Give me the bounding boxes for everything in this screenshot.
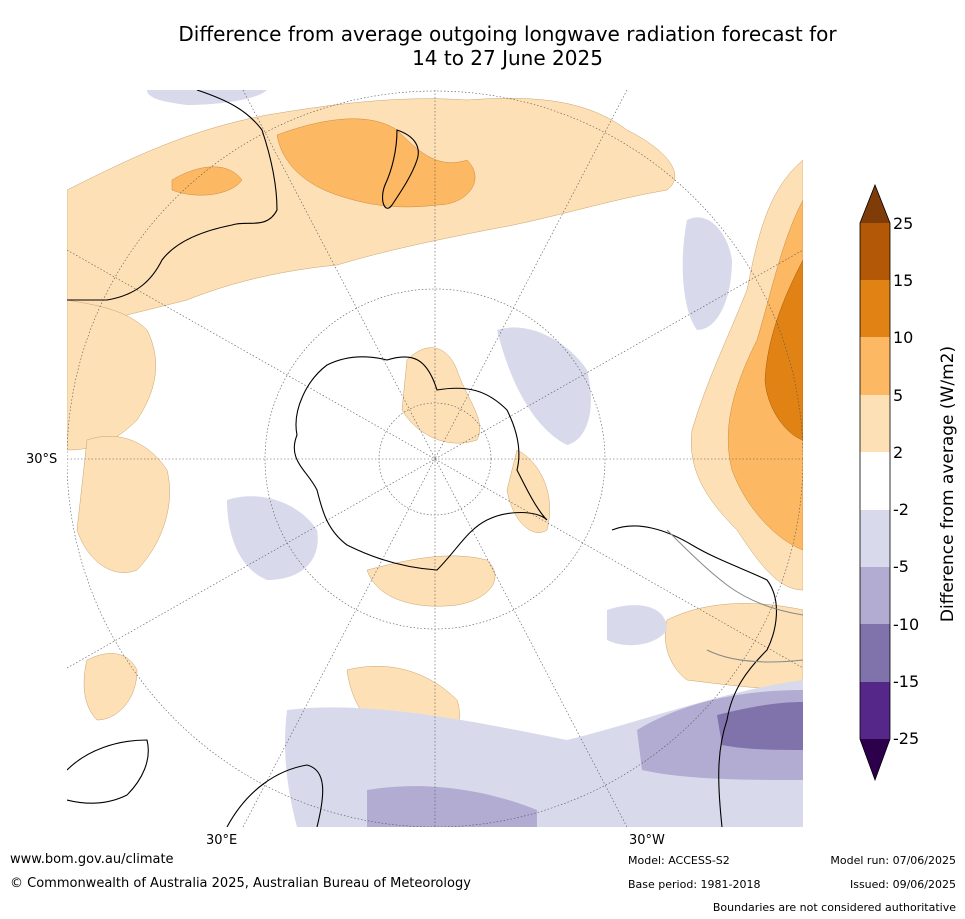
polar-map bbox=[67, 90, 803, 827]
colorbar-seg-neutral bbox=[860, 452, 890, 510]
colorbar-seg-m10-m5 bbox=[860, 567, 890, 624]
website-link[interactable]: www.bom.gov.au/climate bbox=[10, 852, 174, 867]
anomaly-2-5-se-coast bbox=[664, 603, 803, 691]
lat-label-30s: 30°S bbox=[26, 452, 58, 467]
colorbar-tick-m2: -2 bbox=[893, 500, 909, 519]
colorbar-tick-m15: -15 bbox=[893, 672, 920, 691]
colorbar-tick-m5: -5 bbox=[893, 557, 909, 576]
colorbar-seg-lt-m25 bbox=[860, 739, 890, 780]
negative-anomalies bbox=[147, 90, 803, 827]
colorbar bbox=[859, 183, 891, 782]
boundary-south-america bbox=[666, 529, 803, 616]
colorbar-seg-m15-m10 bbox=[860, 624, 890, 682]
model-run-text: Model run: 07/06/2025 bbox=[830, 854, 956, 867]
model-text: Model: ACCESS-S2 bbox=[628, 854, 730, 867]
colorbar-tick-m10: -10 bbox=[893, 615, 920, 634]
colorbar-seg-2-5 bbox=[860, 395, 890, 452]
africa-coast bbox=[67, 739, 149, 804]
meridian-line-5 bbox=[67, 249, 803, 669]
anomaly-2-5-south bbox=[366, 555, 496, 607]
anomaly-m2-m5-north bbox=[147, 90, 267, 105]
colorbar-seg-5-10 bbox=[860, 337, 890, 395]
new-zealand-coast bbox=[382, 129, 419, 209]
anomaly-2-5-antarctic-peninsula bbox=[401, 347, 480, 444]
colorbar-seg-m5-m2 bbox=[860, 510, 890, 567]
anomaly-m2-m5-ne bbox=[682, 217, 732, 330]
colorbar-seg-10-15 bbox=[860, 280, 890, 337]
anomaly-m2-m5-east-mid bbox=[497, 327, 591, 445]
anomaly-2-5-north bbox=[67, 98, 676, 331]
colorbar-tick-15: 15 bbox=[893, 271, 914, 290]
anomaly-m5-m10-south bbox=[367, 786, 537, 827]
anomaly-m10-m15-southeast bbox=[717, 702, 803, 750]
colorbar-tick-m25: -25 bbox=[893, 729, 920, 748]
colorbar-tick-2: 2 bbox=[893, 443, 904, 462]
positive-anomalies bbox=[67, 98, 803, 751]
meridian-line-6 bbox=[67, 249, 803, 669]
lon-label-30w: 30°W bbox=[629, 833, 665, 848]
lon-label-30e: 30°E bbox=[206, 833, 238, 848]
colorbar-tick-10: 10 bbox=[893, 328, 914, 347]
country-boundaries bbox=[666, 529, 803, 663]
colorbar-tick-25: 25 bbox=[893, 214, 914, 233]
coastlines bbox=[67, 90, 778, 827]
disclaimer-text: Boundaries are not considered authoritat… bbox=[712, 901, 956, 914]
colorbar-label: Difference from average (W/m2) bbox=[938, 345, 958, 623]
title-line-2: 14 to 27 June 2025 bbox=[412, 46, 603, 70]
colorbar-tick-5: 5 bbox=[893, 386, 904, 405]
map-svg bbox=[67, 90, 803, 827]
anomaly-5-10-north bbox=[276, 118, 476, 208]
boundary-south-america-2 bbox=[706, 649, 803, 663]
issued-text: Issued: 09/06/2025 bbox=[849, 878, 956, 891]
anomaly-2-5-west-scatter bbox=[76, 436, 170, 573]
south-america-coast bbox=[611, 525, 778, 827]
graticule bbox=[67, 90, 803, 827]
africa-coast-2 bbox=[226, 764, 324, 827]
anomaly-2-5-southwest-patch bbox=[83, 653, 138, 721]
anomaly-10-15-east bbox=[764, 259, 803, 441]
colorbar-seg-m25-m15 bbox=[860, 682, 890, 739]
copyright-text: © Commonwealth of Australia 2025, Austra… bbox=[10, 876, 471, 891]
anomaly-m2-m5-southeast-patch bbox=[607, 605, 667, 646]
australia-coast bbox=[67, 90, 278, 301]
anomaly-m2-m5-west-mid bbox=[227, 496, 318, 580]
colorbar-seg-15-25 bbox=[860, 223, 890, 280]
antarctica-coast bbox=[293, 356, 548, 571]
title-line-1: Difference from average outgoing longwav… bbox=[178, 22, 837, 46]
colorbar-seg-gt25 bbox=[860, 185, 890, 223]
chart-title: Difference from average outgoing longwav… bbox=[100, 22, 915, 70]
base-period-text: Base period: 1981-2018 bbox=[628, 878, 761, 891]
anomaly-5-10-small bbox=[171, 166, 243, 196]
colorbar-outline bbox=[859, 183, 891, 782]
